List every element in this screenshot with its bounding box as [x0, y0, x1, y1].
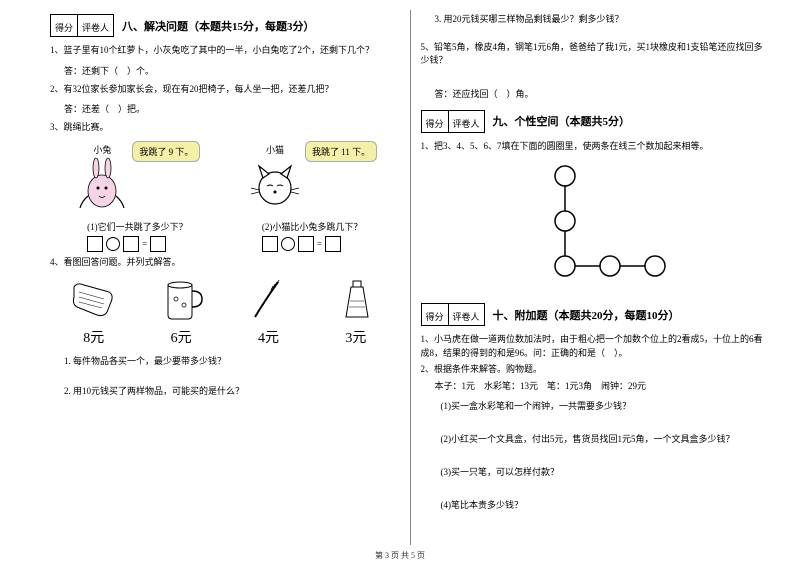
q10-1: 1、小马虎在做一道两位数加法时，由于粗心把一个加数个位上的2看成5，十位上的6看…: [421, 333, 771, 360]
q8-1: 1、篮子里有10个红萝卜，小灰兔吃了其中的一半，小白兔吃了2个，还剩下几个？: [50, 44, 400, 58]
equals-sign: =: [142, 239, 147, 249]
q8-4-1: 1. 每件物品各买一个，最少要带多少钱？: [64, 355, 400, 369]
diagram-circle[interactable]: [555, 211, 575, 231]
score-label: 得分: [51, 15, 78, 36]
section-8-header: 得分 评卷人 八、解决问题（本题共15分，每题3分）: [50, 10, 400, 41]
diagram-circle[interactable]: [600, 256, 620, 276]
q10-2-4: (4)笔比本贵多少钱？: [441, 498, 771, 511]
q10-2-3: (3)买一只笔，可以怎样付款？: [441, 465, 771, 478]
q8-2: 2、有32位家长参加家长会，现在有20把椅子，每人坐一把，还差几把？: [50, 83, 400, 97]
input-box[interactable]: [87, 236, 103, 252]
score-box: 得分 评卷人: [421, 110, 485, 133]
cat-block: 小猫 我跳了 11 下。: [245, 141, 377, 214]
operator-circle[interactable]: [106, 237, 120, 251]
q10-2-2: (2)小红买一个文具盒，付出5元，售货员找回1元5角，一个文具盒多少钱？: [441, 432, 771, 445]
section-10-title: 十、附加题（本题共20分，每题10分）: [493, 307, 680, 323]
reviewer-label: 评卷人: [78, 15, 113, 36]
sub-q2: (2)小猫比小兔多跳几下？ =: [262, 220, 363, 252]
q8-4-3: 3. 用20元钱买哪三样物品剩钱最少？剩多少钱？: [435, 13, 771, 27]
characters-row: 小兔 我跳了 9 下。: [50, 141, 400, 214]
page-footer: 第 3 页 共 5 页: [0, 550, 800, 561]
q8-3: 3、跳绳比赛。: [50, 121, 400, 135]
price-4: 3元: [331, 327, 381, 347]
input-box[interactable]: [123, 236, 139, 252]
q8-4-2: 2. 用10元钱买了两样物品，可能买的是什么？: [64, 385, 400, 399]
left-column: 得分 评卷人 八、解决问题（本题共15分，每题3分） 1、篮子里有10个红萝卜，…: [40, 10, 411, 545]
item-toothpaste: 3元: [331, 277, 381, 347]
eq-boxes-2: =: [262, 236, 363, 252]
toothpaste-icon: [331, 277, 381, 322]
q10-items: 本子：1元 水彩笔：13元 笔：1元3角 闹钟：29元: [435, 380, 771, 394]
right-column: 3. 用20元钱买哪三样物品剩钱最少？剩多少钱？ 5、铅笔5角，橡皮4角，钢笔1…: [411, 10, 781, 545]
eq-boxes-1: =: [87, 236, 188, 252]
section-8-title: 八、解决问题（本题共15分，每题3分）: [122, 18, 315, 34]
item-cup: 6元: [156, 277, 206, 347]
q9-1: 1、把3、4、5、6、7填在下面的圆圈里，使两条在线三个数加起来相等。: [421, 140, 771, 154]
input-box[interactable]: [150, 236, 166, 252]
score-box: 得分 评卷人: [50, 14, 114, 37]
rabbit-label: 小兔: [72, 143, 132, 156]
equation-row: (1)它们一共跳了多少下？ = (2)小猫比小兔多跳几下？ =: [50, 220, 400, 252]
q10-2: 2、根据条件来解答。购物题。: [421, 363, 771, 377]
rabbit-speech: 我跳了 9 下。: [132, 141, 200, 162]
operator-circle[interactable]: [281, 237, 295, 251]
input-box[interactable]: [298, 236, 314, 252]
reviewer-label: 评卷人: [449, 304, 484, 325]
score-label: 得分: [422, 111, 449, 132]
diagram-circle[interactable]: [555, 256, 575, 276]
diagram-circle[interactable]: [645, 256, 665, 276]
cat-speech: 我跳了 11 下。: [305, 141, 377, 162]
cat-label: 小猫: [245, 143, 305, 156]
a8-2: 答：还差（ ）把。: [64, 102, 400, 115]
price-3: 4元: [243, 327, 293, 347]
diagram-circle[interactable]: [555, 166, 575, 186]
price-1: 8元: [69, 327, 119, 347]
item-towel: 8元: [69, 277, 119, 347]
sub-q1-text: (1)它们一共跳了多少下？: [87, 220, 188, 233]
section-9-title: 九、个性空间（本题共5分）: [493, 113, 631, 129]
input-box[interactable]: [262, 236, 278, 252]
section-9-header: 得分 评卷人 九、个性空间（本题共5分）: [421, 106, 771, 137]
a8-5: 答：还应找回（ ）角。: [435, 87, 771, 100]
rabbit-block: 小兔 我跳了 9 下。: [72, 141, 200, 214]
cat-icon: [245, 156, 305, 211]
rabbit-icon: [72, 156, 132, 211]
q8-4: 4、看图回答问题。并列式解答。: [50, 256, 400, 270]
items-row: 8元 6元 4元: [50, 277, 400, 347]
q10-2-1: (1)买一盒水彩笔和一个闹钟，一共需要多少钱？: [441, 399, 771, 412]
toothbrush-icon: [243, 277, 293, 322]
score-box: 得分 评卷人: [421, 303, 485, 326]
score-label: 得分: [422, 304, 449, 325]
sub-q1: (1)它们一共跳了多少下？ =: [87, 220, 188, 252]
sub-q2-text: (2)小猫比小兔多跳几下？: [262, 220, 363, 233]
cup-icon: [156, 277, 206, 322]
reviewer-label: 评卷人: [449, 111, 484, 132]
section-10-header: 得分 评卷人 十、附加题（本题共20分，每题10分）: [421, 299, 771, 330]
price-2: 6元: [156, 327, 206, 347]
input-box[interactable]: [325, 236, 341, 252]
towel-icon: [69, 277, 119, 322]
equals-sign: =: [317, 239, 322, 249]
q8-5: 5、铅笔5角，橡皮4角，钢笔1元6角，爸爸给了我1元，买1块橡皮和1支铅笔还应找…: [421, 41, 771, 68]
a8-1: 答：还剩下（ ）个。: [64, 64, 400, 77]
circle-diagram: [515, 161, 675, 291]
item-toothbrush: 4元: [243, 277, 293, 347]
